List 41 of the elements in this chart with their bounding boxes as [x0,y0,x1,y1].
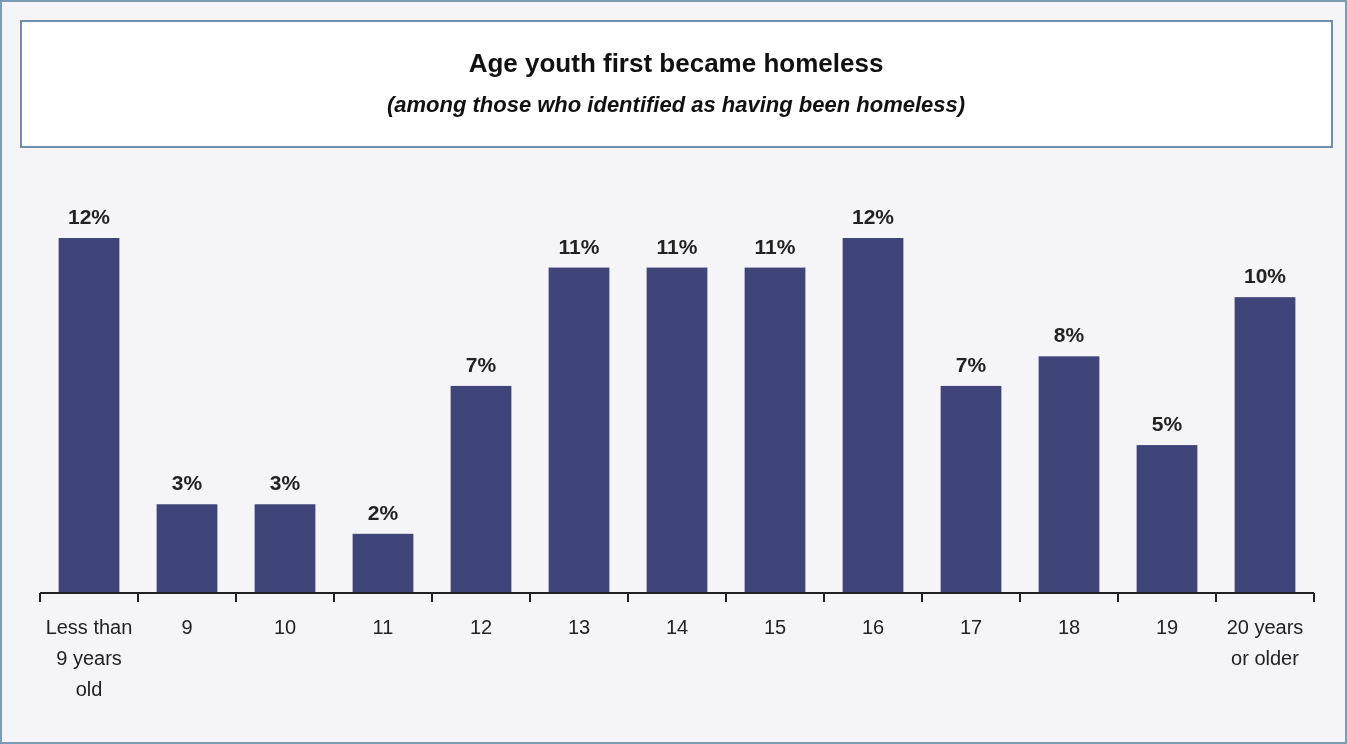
x-tick-label: 10 [273,616,297,638]
bar [156,504,218,593]
x-tick-label: 17 [959,616,983,638]
x-tick-label: 9 [181,616,193,638]
data-label: 7% [465,352,497,376]
bar [58,238,120,593]
chart-title: Age youth first became homeless [468,48,884,78]
x-tick-label: 13 [567,616,591,638]
x-tick-label: 14 [665,616,689,638]
data-label: 3% [171,471,203,495]
bar [450,385,512,593]
x-tick-label: Less than 9 years old [45,616,133,700]
bar [744,267,806,593]
x-tick-label: 11 [372,616,394,638]
data-label: 8% [1053,323,1085,347]
bar [842,238,904,593]
bar [940,385,1002,593]
x-tick-label: 12 [469,616,493,638]
data-label: 2% [367,500,399,524]
data-label: 10% [1243,264,1287,288]
data-label: 7% [955,352,987,376]
data-label: 3% [269,471,301,495]
x-tick-label: 15 [763,616,787,638]
bar [254,504,316,593]
bar [1234,297,1296,593]
x-tick-label: 20 years or older [1226,616,1304,669]
x-tick-label: 19 [1155,616,1179,638]
bar [646,267,708,593]
bar [352,533,414,593]
x-tick-label: 16 [861,616,885,638]
bar [1136,445,1198,593]
bar [1038,356,1100,593]
x-tick-label: 18 [1057,616,1081,638]
data-label: 11% [754,234,796,258]
data-label: 5% [1151,412,1183,436]
chart-subtitle: (among those who identified as having been homeless) [386,92,966,117]
bar [548,267,610,593]
data-label: 12% [851,205,895,228]
data-label: 12% [67,205,111,228]
data-label: 11% [656,234,698,258]
data-label: 11% [558,234,600,258]
